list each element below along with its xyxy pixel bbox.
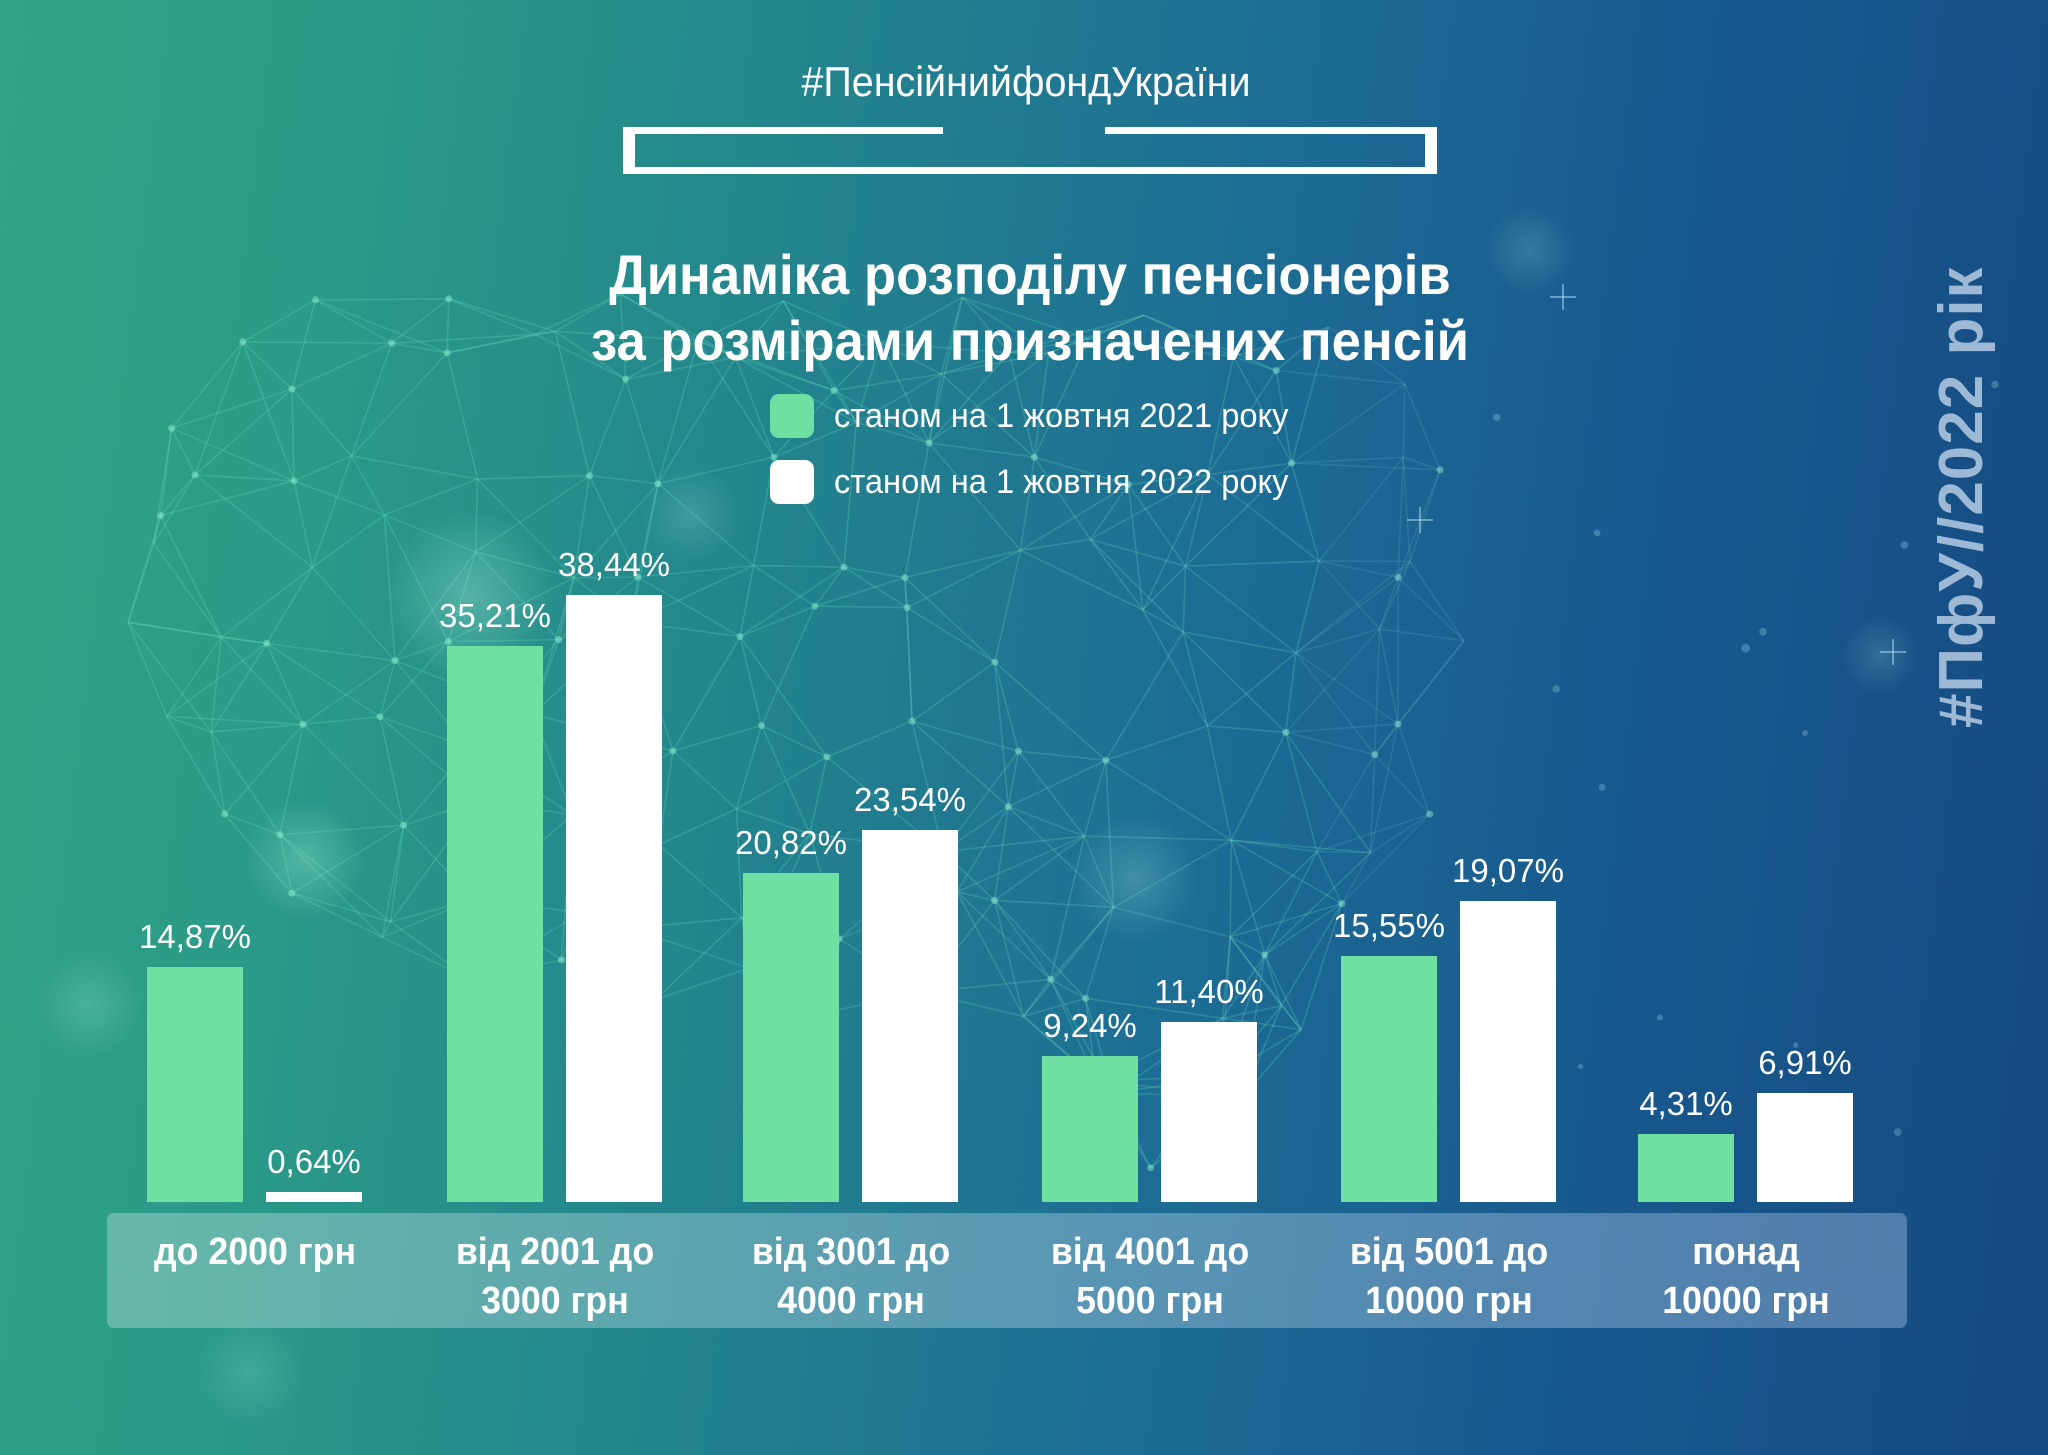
legend-swatch-2022	[770, 460, 814, 504]
category-label-line: від 3001 до	[751, 1231, 950, 1273]
category-label-line: від 5001 до	[1349, 1231, 1548, 1273]
bar-series2-group5	[1460, 901, 1556, 1202]
bar-value-label-series1-group4: 9,24%	[1043, 1007, 1137, 1044]
bar-value-label-series1-group6: 4,31%	[1639, 1085, 1733, 1122]
category-band	[107, 1213, 1907, 1328]
legend-item-2021: станом на 1 жовтня 2021 року	[770, 394, 1307, 438]
category-label-group1: до 2000 грн	[95, 1228, 415, 1277]
category-label-group3: від 3001 до 4000 грн	[691, 1228, 1011, 1326]
bar-series1-group3	[743, 873, 839, 1202]
bar-series2-group2	[566, 595, 662, 1202]
bar-value-label-series1-group5: 15,55%	[1333, 907, 1445, 944]
category-label-line: від 2001 до	[455, 1231, 654, 1273]
frame-top-left-segment	[623, 127, 943, 134]
bar-value-label-series1-group2: 35,21%	[439, 597, 551, 634]
category-label-line: 4000 грн	[776, 1280, 925, 1322]
bar-value-label-series2-group2: 38,44%	[558, 546, 670, 583]
category-label-line: 5000 грн	[1075, 1280, 1224, 1322]
legend-label-2021: станом на 1 жовтня 2021 року	[834, 396, 1289, 435]
bar-value-label-series2-group4: 11,40%	[1154, 973, 1264, 1010]
bar-value-label-series2-group5: 19,07%	[1452, 852, 1564, 889]
bar-value-label-series2-group3: 23,54%	[854, 781, 966, 818]
bar-series2-group4	[1161, 1022, 1257, 1202]
legend-swatch-2021	[770, 394, 814, 438]
bar-series1-group1	[147, 967, 243, 1202]
category-label-group6: понад 10000 грн	[1586, 1228, 1906, 1326]
bar-value-label-series2-group6: 6,91%	[1758, 1044, 1852, 1081]
bar-value-label-series1-group3: 20,82%	[735, 824, 847, 861]
category-label-line: до 2000 грн	[153, 1231, 356, 1273]
side-vertical-hashtag: #ПфУ//2022 рік	[1927, 266, 1996, 728]
category-label-line: від 4001 до	[1050, 1231, 1249, 1273]
bar-series1-group6	[1638, 1134, 1734, 1202]
category-label-group5: від 5001 до 10000 грн	[1289, 1228, 1609, 1326]
chart-title-line1: Динаміка розподілу пенсіонерів	[609, 243, 1451, 306]
bar-value-label-series1-group1: 14,87%	[139, 918, 251, 955]
category-label-group4: від 4001 до 5000 грн	[990, 1228, 1310, 1326]
bar-series1-group5	[1341, 956, 1437, 1202]
frame-right-segment	[1425, 127, 1437, 174]
bar-series2-group3	[862, 830, 958, 1202]
chart-title-line2: за розмірами призначених пенсій	[590, 309, 1470, 372]
chart-title: Динаміка розподілу пенсіонерів за розмір…	[466, 242, 1594, 374]
category-label-line: 10000 грн	[1364, 1280, 1533, 1322]
bar-value-label-series2-group1: 0,64%	[267, 1143, 361, 1180]
bar-series2-group1	[266, 1192, 362, 1202]
bar-series1-group4	[1042, 1056, 1138, 1202]
bar-series1-group2	[447, 646, 543, 1202]
legend-item-2022: станом на 1 жовтня 2022 року	[770, 460, 1307, 504]
frame-left-segment	[623, 127, 635, 174]
bar-series2-group6	[1757, 1093, 1853, 1202]
category-label-group2: від 2001 до 3000 грн	[395, 1228, 715, 1326]
category-label-line: 3000 грн	[480, 1280, 629, 1322]
top-hashtag: #ПенсійнийфондУкраїни	[801, 58, 1251, 105]
category-label-line: понад	[1691, 1231, 1800, 1273]
legend-label-2022: станом на 1 жовтня 2022 року	[834, 462, 1289, 501]
frame-top-right-segment	[1105, 127, 1437, 134]
category-label-line: 10000 грн	[1661, 1280, 1830, 1322]
frame-bottom-segment	[623, 167, 1437, 174]
chart-legend: станом на 1 жовтня 2021 року станом на 1…	[770, 394, 1307, 526]
